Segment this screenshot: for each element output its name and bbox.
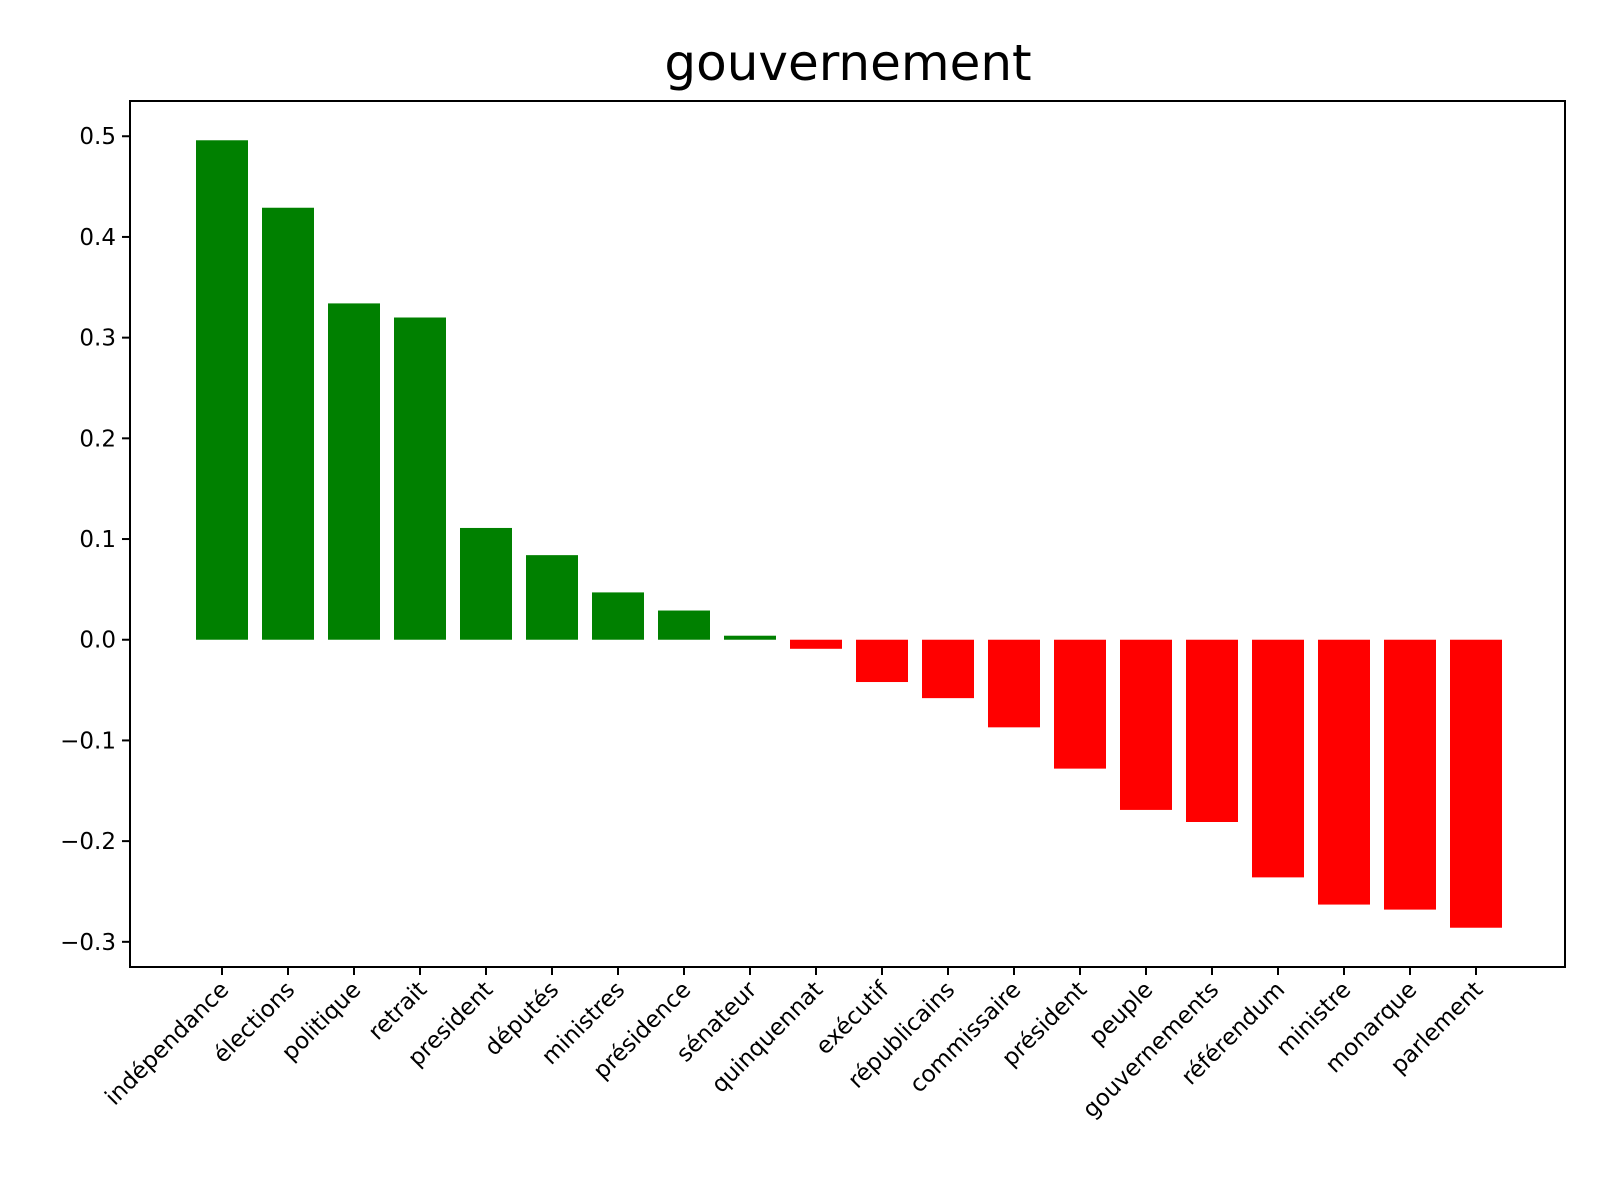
y-tick-label: −0.2 — [60, 829, 116, 855]
bar — [592, 592, 644, 640]
y-tick-label: 0.1 — [79, 527, 116, 553]
bar — [988, 639, 1040, 728]
bar — [1384, 639, 1436, 910]
plot-frame — [129, 100, 1566, 968]
bar — [526, 555, 578, 640]
bar — [1120, 639, 1172, 810]
bar — [1252, 639, 1304, 878]
bar — [1186, 639, 1238, 822]
bar — [394, 317, 446, 640]
y-tick-label: 0.2 — [79, 426, 116, 452]
bar — [328, 303, 380, 640]
bar — [922, 639, 974, 699]
bar — [790, 639, 842, 649]
bar — [1054, 639, 1106, 769]
bar — [460, 527, 512, 640]
y-axis: 0.5 0.4 0.3 0.2 0.1 0.0 −0.1 −0.2 −0.3 — [60, 124, 130, 956]
bar — [196, 140, 248, 640]
bars-layer — [196, 140, 1502, 928]
bar — [1318, 639, 1370, 905]
bar — [262, 207, 314, 640]
bar — [658, 610, 710, 640]
y-tick-label: 0.0 — [79, 628, 116, 654]
bar — [856, 639, 908, 683]
bar — [724, 635, 776, 640]
y-tick-label: 0.4 — [79, 225, 116, 251]
chart-title: gouvernement — [664, 34, 1031, 92]
y-tick-label: 0.5 — [79, 124, 116, 150]
y-tick-label: −0.1 — [60, 728, 116, 754]
y-tick-label: −0.3 — [60, 930, 116, 956]
bar — [1450, 639, 1502, 928]
y-tick-label: 0.3 — [79, 326, 116, 352]
